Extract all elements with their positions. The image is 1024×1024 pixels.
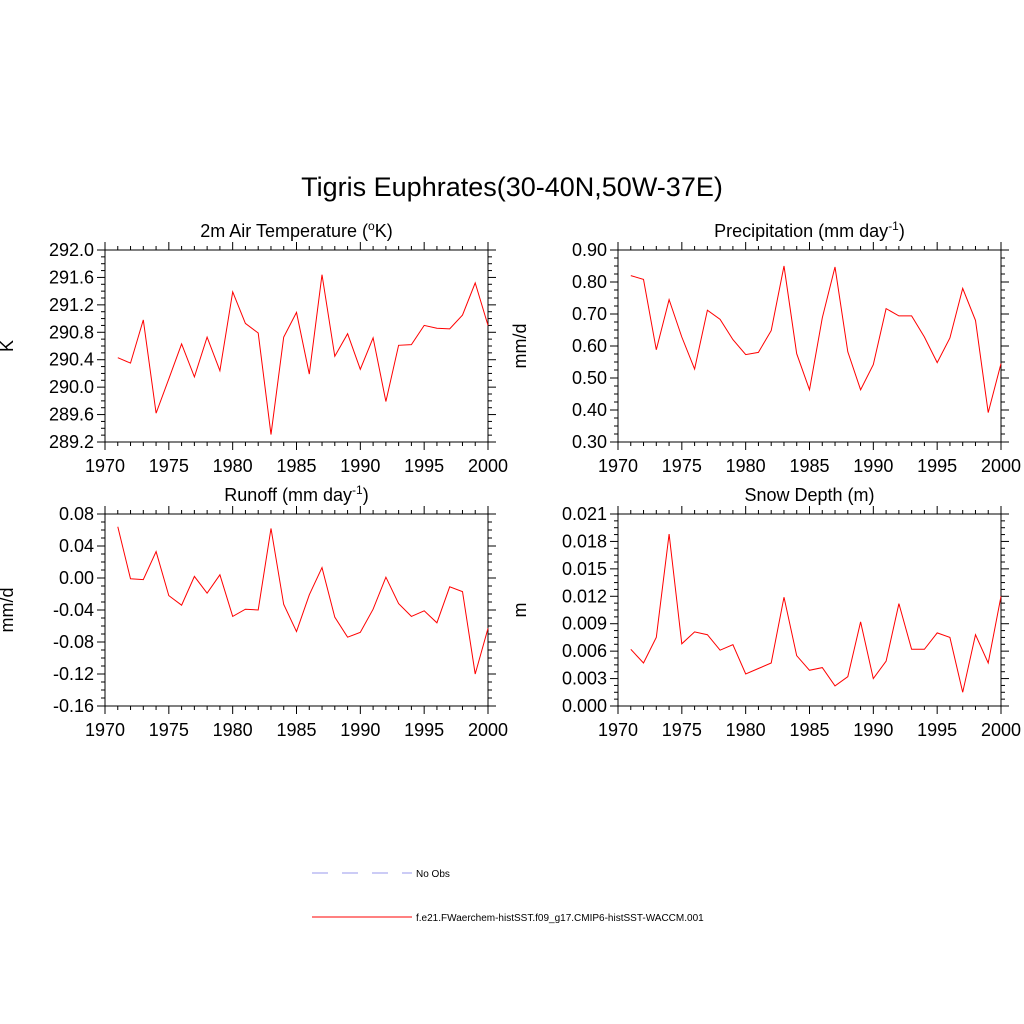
y-tick-label: 0.021 — [562, 504, 607, 524]
plot-frame — [617, 513, 1002, 707]
y-axis-label: m — [510, 603, 530, 618]
plot-frame — [617, 249, 1002, 443]
x-tick-label: 2000 — [981, 720, 1021, 740]
x-tick-label: 1980 — [213, 720, 253, 740]
x-tick-label: 1985 — [276, 456, 316, 476]
y-tick-label: 0.003 — [562, 669, 607, 689]
y-tick-label: 290.8 — [49, 322, 94, 342]
figure-title: Tigris Euphrates(30-40N,50W-37E) — [301, 172, 723, 202]
x-tick-label: 2000 — [981, 456, 1021, 476]
y-axis-label: K — [0, 340, 17, 352]
y-tick-label: 289.6 — [49, 405, 94, 425]
y-tick-label: 0.40 — [572, 400, 607, 420]
panel-title: Snow Depth (m) — [744, 485, 874, 505]
y-tick-label: 0.90 — [572, 240, 607, 260]
x-tick-label: 1995 — [917, 720, 957, 740]
y-tick-label: 290.0 — [49, 377, 94, 397]
y-tick-label: 291.6 — [49, 267, 94, 287]
y-tick-label: 0.000 — [562, 696, 607, 716]
series-line — [117, 274, 489, 435]
x-tick-label: 1995 — [917, 456, 957, 476]
x-tick-label: 1990 — [340, 720, 380, 740]
panel-title: Runoff (mm day-1) — [224, 483, 368, 505]
y-tick-label: 289.2 — [49, 432, 94, 452]
x-tick-label: 1970 — [598, 456, 638, 476]
y-tick-label: 0.60 — [572, 336, 607, 356]
x-tick-label: 1970 — [598, 720, 638, 740]
y-axis-label: mm/d — [510, 324, 530, 369]
x-tick-label: 1985 — [789, 456, 829, 476]
y-tick-label: 0.00 — [59, 568, 94, 588]
y-tick-label: 0.015 — [562, 559, 607, 579]
y-tick-label: 292.0 — [49, 240, 94, 260]
x-tick-label: 1970 — [85, 720, 125, 740]
plot-frame — [104, 249, 489, 443]
x-tick-label: 1985 — [789, 720, 829, 740]
chart-panel-runoff: 1970 1975 1980 1985 1990 1995 2000 -0.16 -0.12 -0… — [0, 483, 508, 740]
panel-title: Precipitation (mm day-1) — [714, 219, 905, 241]
x-tick-label: 1975 — [662, 456, 702, 476]
y-tick-label: 0.006 — [562, 641, 607, 661]
y-tick-label: 0.04 — [59, 536, 94, 556]
x-tick-label: 1970 — [85, 456, 125, 476]
series-line — [117, 526, 489, 675]
series-line — [630, 534, 1002, 693]
y-tick-label: 0.70 — [572, 304, 607, 324]
y-tick-label: -0.12 — [53, 664, 94, 684]
x-tick-label: 1980 — [726, 456, 766, 476]
chart-panel-snow_depth: 1970 1975 1980 1985 1990 1995 2000 0.000 0.003 0.… — [510, 485, 1021, 740]
y-tick-label: -0.04 — [53, 600, 94, 620]
y-tick-label: 0.009 — [562, 614, 607, 634]
y-tick-label: 0.80 — [572, 272, 607, 292]
y-tick-label: 0.018 — [562, 531, 607, 551]
chart-panel-temperature: 1970 1975 1980 1985 1990 1995 2000 289.2 289.6 29… — [0, 219, 508, 476]
x-tick-label: 1990 — [340, 456, 380, 476]
y-tick-label: 0.50 — [572, 368, 607, 388]
x-tick-label: 2000 — [468, 720, 508, 740]
legend-label-no-obs: No Obs — [416, 869, 450, 880]
x-tick-label: 1985 — [276, 720, 316, 740]
x-tick-label: 1975 — [149, 720, 189, 740]
x-tick-label: 1975 — [149, 456, 189, 476]
panel-title: 2m Air Temperature (oK) — [200, 219, 392, 241]
x-tick-label: 1990 — [853, 456, 893, 476]
legend: No Obs f.e21.FWaerchem-histSST.f09_g17.C… — [312, 869, 704, 924]
x-tick-label: 1995 — [404, 720, 444, 740]
y-tick-label: -0.16 — [53, 696, 94, 716]
y-tick-label: 0.012 — [562, 586, 607, 606]
x-tick-label: 1980 — [213, 456, 253, 476]
y-axis-label: mm/d — [0, 588, 17, 633]
chart-panel-precipitation: 1970 1975 1980 1985 1990 1995 2000 0.30 0.40 0.50… — [510, 219, 1021, 476]
y-tick-label: 291.2 — [49, 295, 94, 315]
x-tick-label: 2000 — [468, 456, 508, 476]
y-tick-label: 290.4 — [49, 350, 94, 370]
x-tick-label: 1995 — [404, 456, 444, 476]
x-tick-label: 1980 — [726, 720, 766, 740]
legend-label-model: f.e21.FWaerchem-histSST.f09_g17.CMIP6-hi… — [416, 913, 704, 924]
plot-frame — [104, 513, 489, 707]
series-line — [630, 265, 1002, 413]
y-tick-label: 0.30 — [572, 432, 607, 452]
y-tick-label: 0.08 — [59, 504, 94, 524]
x-tick-label: 1975 — [662, 720, 702, 740]
x-tick-label: 1990 — [853, 720, 893, 740]
y-tick-label: -0.08 — [53, 632, 94, 652]
